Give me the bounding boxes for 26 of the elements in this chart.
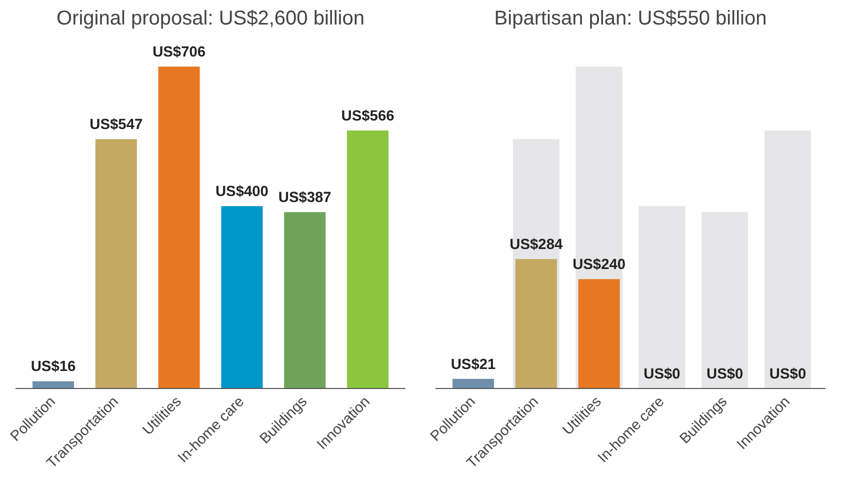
bar <box>32 381 74 388</box>
data-label: US$0 <box>644 366 680 382</box>
bar <box>578 279 620 388</box>
bar <box>284 212 326 388</box>
chart-title: Original proposal: US$2,600 billion <box>56 8 364 30</box>
data-label: US$0 <box>769 366 806 382</box>
data-label: US$240 <box>572 257 626 274</box>
data-label: US$284 <box>510 237 564 254</box>
bar <box>347 130 389 388</box>
data-label: US$706 <box>152 44 206 61</box>
bar <box>638 206 686 388</box>
chart-title: Bipartisan plan: US$550 billion <box>494 8 767 30</box>
bar <box>95 139 137 388</box>
data-label: US$21 <box>450 356 496 373</box>
data-label: US$566 <box>341 108 394 124</box>
bar <box>764 130 812 388</box>
bar <box>221 206 263 388</box>
bar <box>158 66 200 388</box>
data-label: US$16 <box>30 359 76 376</box>
bar <box>515 259 557 388</box>
bar <box>702 212 748 388</box>
data-label: US$0 <box>706 366 744 382</box>
data-label: US$400 <box>215 184 268 200</box>
data-label: US$387 <box>278 190 332 206</box>
bar <box>452 378 494 388</box>
data-label: US$547 <box>90 117 143 134</box>
